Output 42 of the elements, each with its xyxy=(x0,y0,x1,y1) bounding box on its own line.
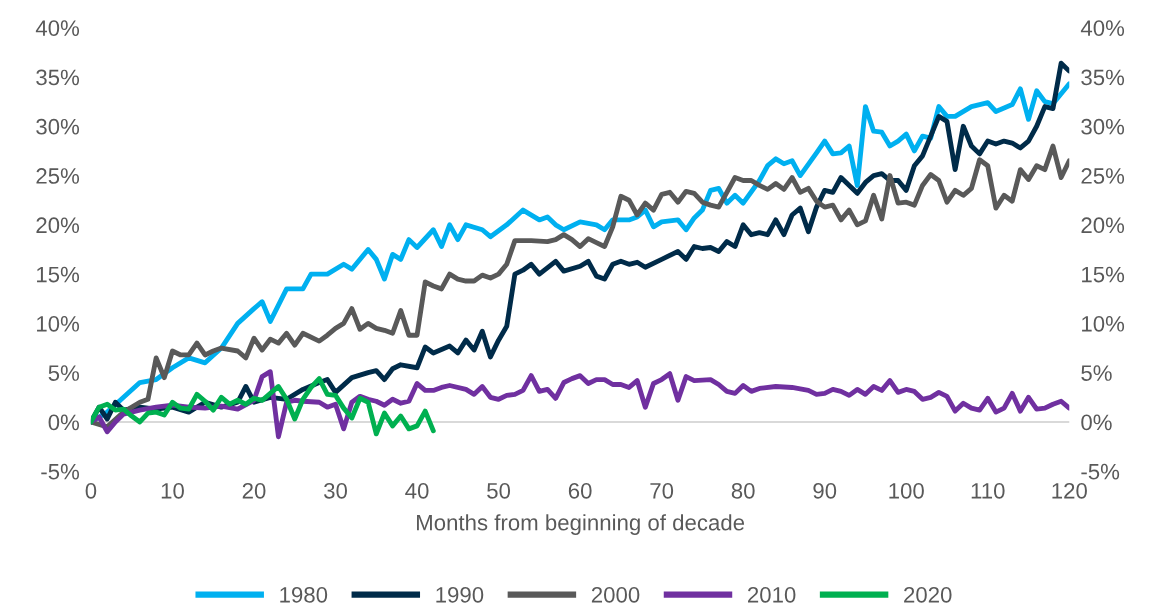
x-tick-label: 80 xyxy=(731,482,755,499)
y2-tick-label: 0% xyxy=(1081,414,1112,431)
y-tick-label: 20% xyxy=(36,217,80,234)
legend-label: 1990 xyxy=(436,586,484,603)
legend-label: 2020 xyxy=(904,586,952,603)
legend-label: 1980 xyxy=(280,586,328,603)
x-tick-label: 10 xyxy=(161,482,184,499)
y-tick-label: 0% xyxy=(48,414,80,431)
y2-tick-label: 40% xyxy=(1080,20,1125,36)
y-tick-label: 10% xyxy=(37,315,80,332)
x-tick-label: 20 xyxy=(242,482,266,499)
y-tick-label: 40% xyxy=(35,20,80,36)
x-tick-label: 100 xyxy=(889,482,924,499)
x-axis-title: Months from beginning of decade xyxy=(417,514,745,535)
x-tick-label: 30 xyxy=(324,482,348,499)
line-series xyxy=(90,369,1070,440)
x-tick-label: 90 xyxy=(813,482,837,499)
line-series xyxy=(90,143,1070,430)
y2-tick-label: 10% xyxy=(1082,315,1125,332)
x-tick-label: 60 xyxy=(568,482,592,499)
line-series xyxy=(90,376,436,437)
y-tick-label: 15% xyxy=(37,266,80,283)
y-tick-label: -5% xyxy=(41,463,80,480)
legend-label: 2000 xyxy=(591,586,640,603)
y-tick-label: 5% xyxy=(48,365,80,381)
y2-tick-label: -5% xyxy=(1081,463,1120,480)
y-tick-label: 35% xyxy=(36,69,80,86)
y2-tick-label: 15% xyxy=(1082,266,1125,283)
x-tick-label: 70 xyxy=(650,482,674,499)
y2-tick-label: 35% xyxy=(1081,69,1125,86)
legend-label: 2010 xyxy=(748,586,796,603)
x-tick-label: 50 xyxy=(487,482,511,499)
y-tick-label: 30% xyxy=(36,118,80,135)
y2-tick-label: 20% xyxy=(1081,217,1125,234)
y2-tick-label: 5% xyxy=(1081,365,1112,381)
x-tick-label: 110 xyxy=(971,482,1005,499)
x-tick-label: 0 xyxy=(85,482,97,499)
x-tick-label: 40 xyxy=(405,482,429,499)
y2-tick-label: 25% xyxy=(1081,168,1125,184)
x-tick-label: 120 xyxy=(1052,482,1087,499)
y-tick-label: 25% xyxy=(36,168,80,184)
y2-tick-label: 30% xyxy=(1081,118,1125,135)
